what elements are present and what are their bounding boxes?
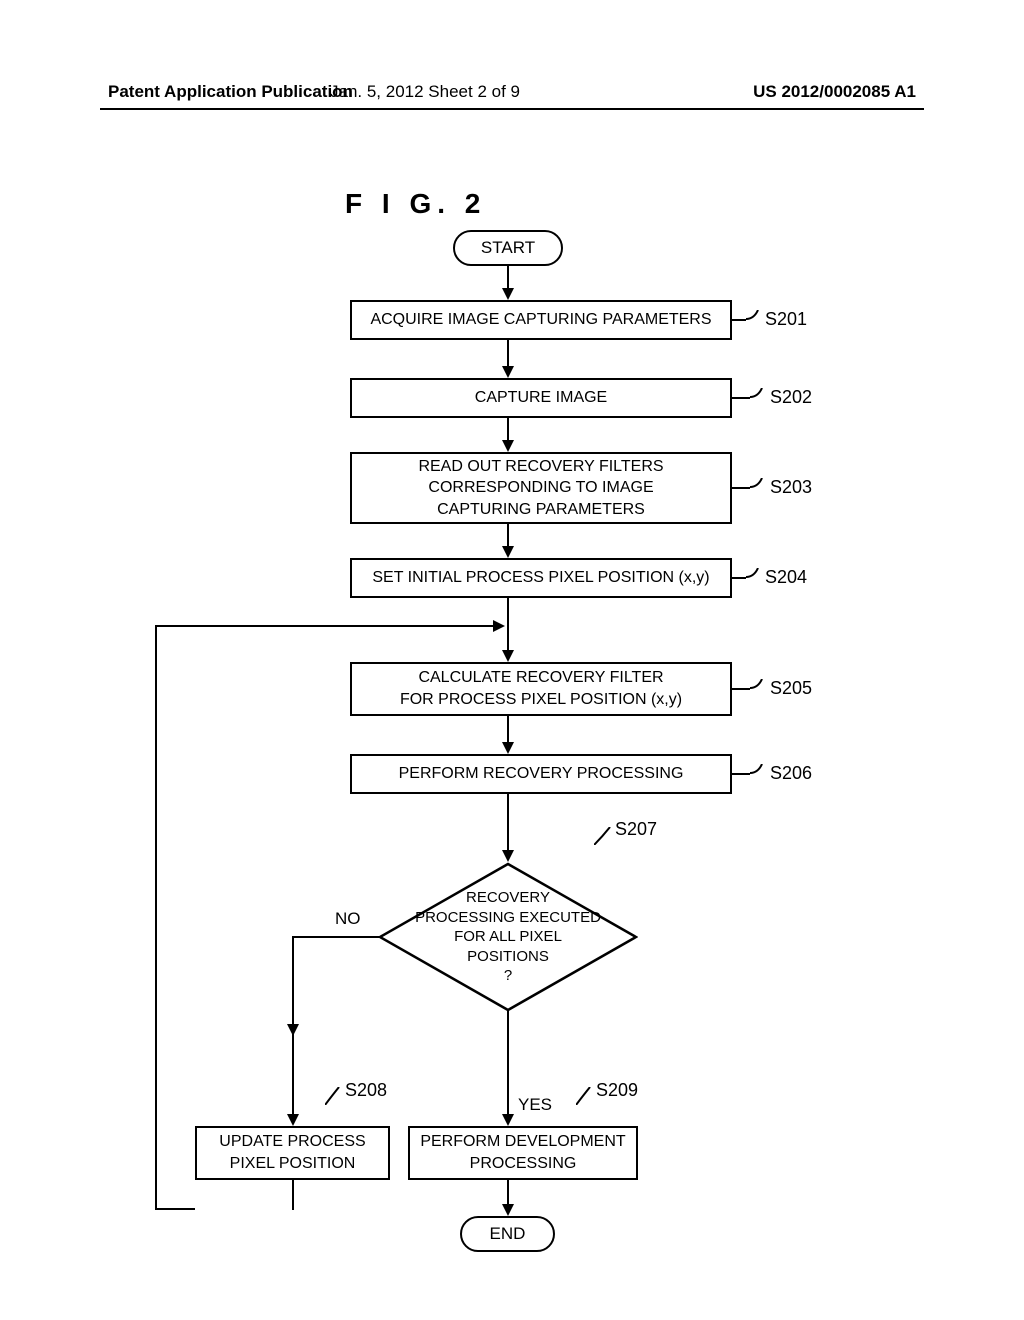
step-s206: PERFORM RECOVERY PROCESSING — [350, 754, 732, 794]
lead-curve — [594, 827, 614, 845]
step-s201-text: ACQUIRE IMAGE CAPTURING PARAMETERS — [370, 309, 711, 331]
step-s202-text: CAPTURE IMAGE — [475, 387, 607, 409]
step-s204-label: S204 — [765, 567, 807, 588]
lead-line — [732, 688, 750, 690]
lead-curve — [746, 310, 762, 324]
step-s202: CAPTURE IMAGE — [350, 378, 732, 418]
arrowhead-icon — [502, 850, 514, 862]
lead-line — [732, 319, 746, 321]
step-s209-label: S209 — [596, 1080, 638, 1101]
lead-line — [732, 487, 750, 489]
figure-title: F I G. 2 — [345, 188, 486, 220]
arrowhead-icon — [502, 546, 514, 558]
arrowhead-icon — [502, 440, 514, 452]
arrow-line — [507, 1010, 509, 1116]
arrowhead-icon — [502, 650, 514, 662]
lead-curve — [750, 388, 766, 402]
step-s206-text: PERFORM RECOVERY PROCESSING — [399, 763, 684, 785]
header-rule — [100, 108, 924, 110]
decision-s207-text: RECOVERY PROCESSING EXECUTED FOR ALL PIX… — [378, 862, 638, 1012]
lead-curve — [746, 568, 762, 582]
arrowhead-icon — [502, 1114, 514, 1126]
lead-curve — [325, 1087, 343, 1105]
lead-curve — [750, 679, 766, 693]
flowchart-diagram: START ACQUIRE IMAGE CAPTURING PARAMETERS… — [0, 225, 1024, 1285]
step-s203-label: S203 — [770, 477, 812, 498]
arrowhead-icon — [287, 1114, 299, 1126]
arrow-line — [155, 1208, 195, 1210]
step-s205: CALCULATE RECOVERY FILTER FOR PROCESS PI… — [350, 662, 732, 716]
step-s203: READ OUT RECOVERY FILTERS CORRESPONDING … — [350, 452, 732, 524]
arrow-line — [507, 1180, 509, 1206]
lead-line — [732, 577, 746, 579]
arrow-line — [507, 794, 509, 852]
arrowhead-icon — [493, 620, 505, 632]
arrow-line — [292, 1026, 294, 1116]
step-s205-text: CALCULATE RECOVERY FILTER FOR PROCESS PI… — [400, 667, 682, 710]
step-s202-label: S202 — [770, 387, 812, 408]
arrowhead-icon — [502, 1204, 514, 1216]
header-left-text: Patent Application Publication — [108, 82, 353, 102]
step-s208-label: S208 — [345, 1080, 387, 1101]
step-s204-text: SET INITIAL PROCESS PIXEL POSITION (x,y) — [372, 567, 709, 589]
header-right-text: US 2012/0002085 A1 — [753, 82, 916, 102]
arrow-line — [155, 625, 157, 1210]
end-terminator: END — [460, 1216, 555, 1252]
arrow-line — [507, 266, 509, 290]
arrow-line — [507, 598, 509, 652]
arrow-line — [507, 716, 509, 744]
branch-no-label: NO — [335, 909, 361, 929]
arrowhead-icon — [502, 742, 514, 754]
branch-yes-label: YES — [518, 1095, 552, 1115]
step-s207-label: S207 — [615, 819, 657, 840]
lead-curve — [576, 1087, 594, 1105]
arrow-line — [293, 936, 380, 938]
step-s208-text: UPDATE PROCESS PIXEL POSITION — [219, 1131, 365, 1174]
arrow-line — [507, 524, 509, 548]
step-s205-label: S205 — [770, 678, 812, 699]
step-s204: SET INITIAL PROCESS PIXEL POSITION (x,y) — [350, 558, 732, 598]
lead-curve — [750, 478, 766, 492]
lead-curve — [750, 764, 766, 778]
arrow-line — [507, 340, 509, 368]
lead-line — [732, 397, 750, 399]
arrowhead-icon — [502, 288, 514, 300]
arrow-line — [155, 625, 495, 627]
step-s208: UPDATE PROCESS PIXEL POSITION — [195, 1126, 390, 1180]
step-s203-text: READ OUT RECOVERY FILTERS CORRESPONDING … — [418, 456, 663, 521]
page-header: Patent Application Publication Jan. 5, 2… — [0, 82, 1024, 102]
step-s209: PERFORM DEVELOPMENT PROCESSING — [408, 1126, 638, 1180]
arrow-line — [292, 936, 294, 1026]
lead-line — [732, 773, 750, 775]
step-s206-label: S206 — [770, 763, 812, 784]
step-s209-text: PERFORM DEVELOPMENT PROCESSING — [420, 1131, 625, 1174]
end-label: END — [490, 1224, 526, 1244]
arrowhead-icon — [502, 366, 514, 378]
step-s201: ACQUIRE IMAGE CAPTURING PARAMETERS — [350, 300, 732, 340]
start-terminator: START — [453, 230, 563, 266]
arrow-line — [292, 1180, 294, 1210]
start-label: START — [481, 238, 535, 258]
arrow-line — [507, 418, 509, 442]
step-s201-label: S201 — [765, 309, 807, 330]
decision-s207: RECOVERY PROCESSING EXECUTED FOR ALL PIX… — [378, 862, 638, 1012]
header-center-text: Jan. 5, 2012 Sheet 2 of 9 — [330, 82, 520, 102]
